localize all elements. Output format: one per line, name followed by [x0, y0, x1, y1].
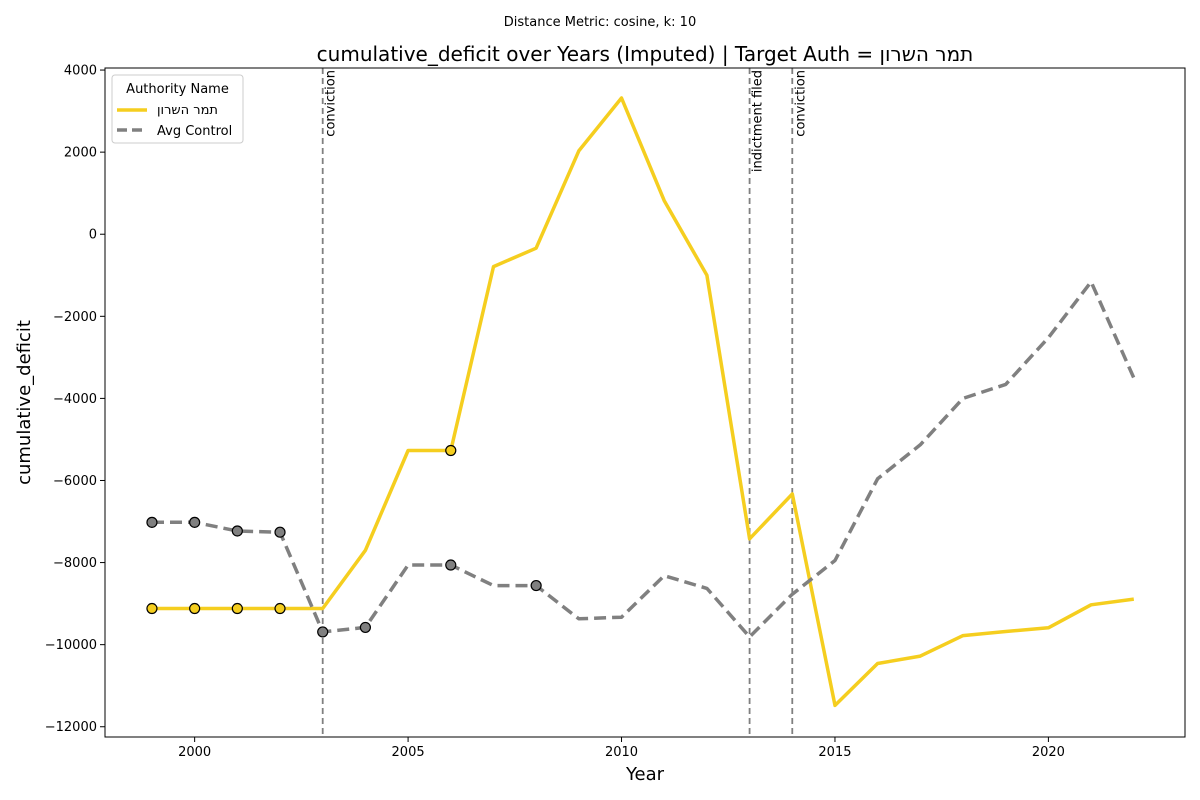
- y-tick-label: −4000: [53, 392, 97, 407]
- chart-suptitle: Distance Metric: cosine, k: 10: [504, 15, 696, 30]
- imputed-point: [231, 525, 243, 537]
- legend-label-avg-control: Avg Control: [157, 124, 232, 139]
- x-tick-label: 2005: [392, 745, 425, 760]
- y-tick-label: 4000: [64, 64, 97, 79]
- event-label: conviction: [793, 70, 808, 137]
- imputed-point: [445, 444, 457, 457]
- event-markers: conviction indictment filed conviction: [321, 68, 808, 737]
- series-lines: [146, 96, 1136, 708]
- y-tick-label: −12000: [45, 720, 97, 735]
- series-line-target: [152, 96, 1135, 708]
- legend: Authority Name תמר השרון Avg Control: [111, 74, 244, 144]
- y-tick-label: −8000: [53, 556, 97, 571]
- y-tick-label: 2000: [64, 146, 97, 161]
- y-tick-label: 0: [89, 228, 97, 243]
- chart-title: cumulative_deficit over Years (Imputed) …: [317, 42, 974, 66]
- imputed-point: [317, 626, 329, 638]
- legend-title: Authority Name: [126, 82, 229, 97]
- imputed-point: [231, 602, 243, 615]
- legend-box: [111, 74, 244, 144]
- plot-area: [104, 67, 1186, 738]
- x-axis-label: Year: [625, 764, 665, 785]
- imputed-point: [189, 602, 201, 615]
- x-tick-label: 2010: [605, 745, 638, 760]
- imputed-point: [530, 579, 542, 592]
- x-tick-label: 2000: [178, 745, 211, 760]
- event-label: conviction: [324, 70, 339, 137]
- imputed-point: [274, 602, 286, 615]
- imputed-point: [146, 602, 158, 615]
- imputed-point: [189, 516, 201, 528]
- imputed-point: [274, 526, 286, 538]
- series-line-avg-control: [152, 280, 1136, 639]
- y-axis-label: cumulative_deficit: [14, 320, 35, 485]
- legend-label-target: תמר השרון: [157, 103, 218, 118]
- y-axis: −12000 −10000 −8000 −6000 −4000 −2000 0 2000 400…: [45, 64, 105, 735]
- x-tick-label: 2015: [818, 745, 851, 760]
- imputed-point: [359, 621, 371, 634]
- imputed-point: [445, 559, 457, 571]
- y-tick-label: −10000: [45, 638, 97, 653]
- x-axis: 2000 2005 2010 2015 2020: [178, 737, 1065, 760]
- imputed-point: [146, 516, 158, 528]
- y-tick-label: −6000: [53, 474, 97, 489]
- event-label: indictment filed: [751, 70, 766, 172]
- x-tick-label: 2020: [1032, 745, 1065, 760]
- y-tick-label: −2000: [53, 310, 97, 325]
